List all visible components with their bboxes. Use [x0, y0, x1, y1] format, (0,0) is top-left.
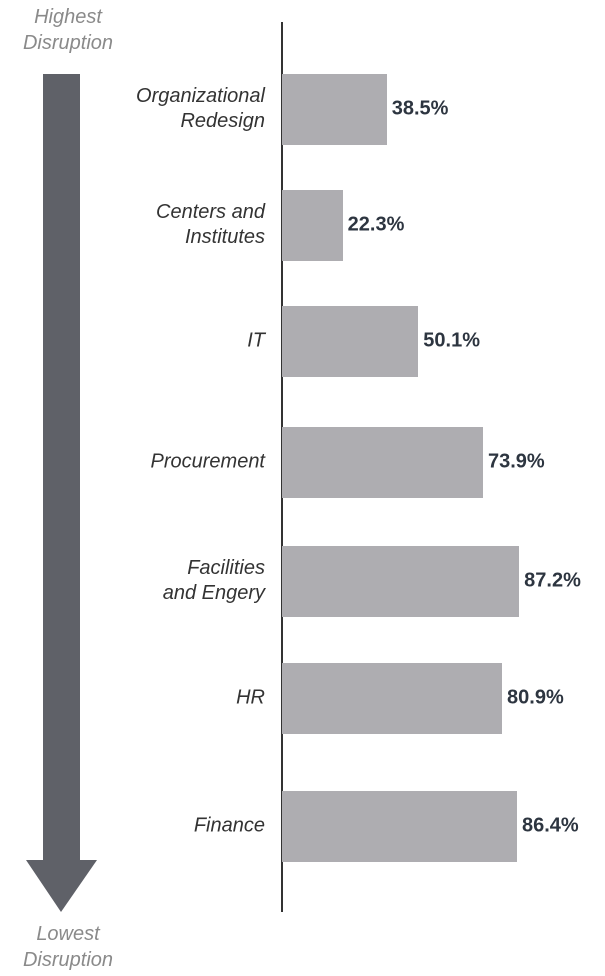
category-label: Centers and Institutes	[156, 201, 265, 248]
bar	[282, 790, 517, 862]
bar	[282, 73, 387, 145]
bar	[282, 426, 483, 498]
bar	[282, 305, 419, 377]
value-label: 38.5%	[391, 97, 449, 120]
disruption-arrow	[26, 74, 97, 912]
bar	[282, 189, 343, 261]
bottom-annotation: Lowest Disruption	[22, 923, 114, 971]
category-label: Organizational Redesign	[136, 85, 265, 132]
value-label: 80.9%	[507, 686, 564, 709]
arrow-shaft	[43, 74, 80, 862]
category-label: Facilities and Engery	[162, 557, 265, 604]
category-label: Procurement	[150, 450, 266, 473]
bar	[282, 662, 503, 734]
axis-line	[281, 22, 283, 912]
value-label: 87.2%	[524, 569, 581, 592]
top-annotation: Highest Disruption	[22, 6, 114, 54]
bar	[282, 545, 520, 617]
category-label: Finance	[193, 814, 265, 837]
category-label: HR	[236, 686, 265, 709]
value-label: 50.1%	[423, 329, 480, 352]
arrow-head	[26, 860, 97, 912]
category-label: IT	[247, 329, 265, 352]
value-label: 22.3%	[347, 213, 405, 236]
value-label: 86.4%	[522, 814, 579, 837]
value-label: 73.9%	[488, 450, 545, 473]
